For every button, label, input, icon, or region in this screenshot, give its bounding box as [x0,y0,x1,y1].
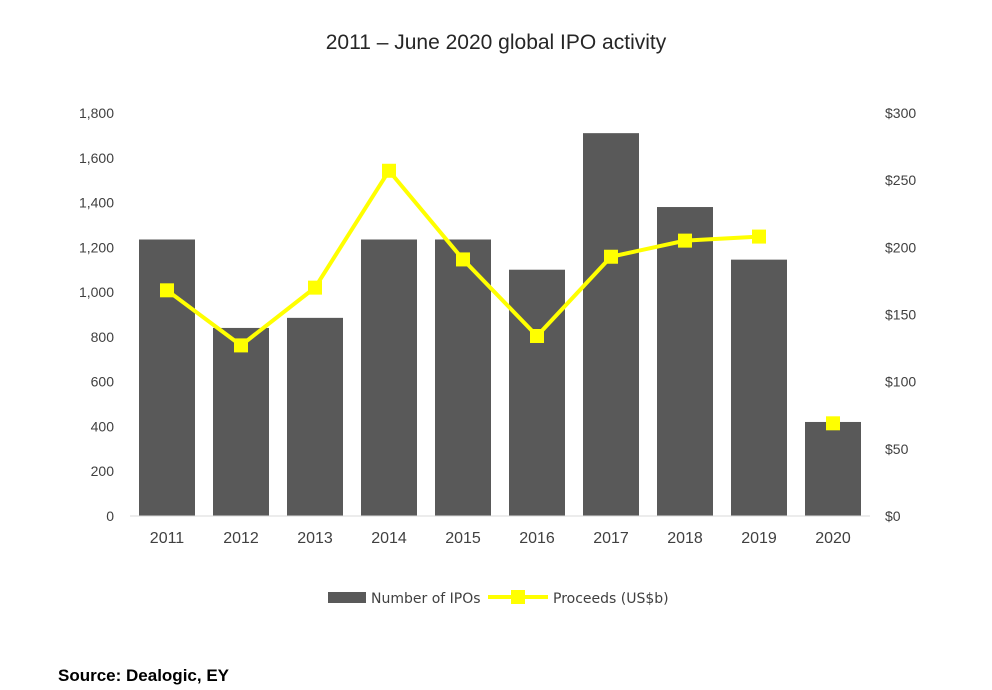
bar [213,327,269,516]
source-note: Source: Dealogic, EY [58,666,229,685]
legend-label-proceeds: Proceeds (US$b) [553,591,669,607]
x-tick-label: 2014 [371,530,407,547]
proceeds-marker [234,338,248,353]
proceeds-marker [308,280,322,295]
proceeds-marker [678,233,692,248]
bar [731,259,787,516]
bar [435,239,491,516]
bar [509,269,565,516]
line-series [160,163,840,431]
bar [657,207,713,517]
right-tick-label: $200 [885,239,916,255]
left-tick-label: 800 [91,329,115,345]
left-tick-label: 1,200 [79,239,114,255]
left-tick-label: 200 [91,463,115,479]
x-tick-label: 2013 [297,530,333,547]
left-axis: 0 200 400 600 800 1,000 1,200 1,400 1,600 1,800 [79,105,114,524]
x-tick-label: 2019 [741,530,777,547]
right-axis: $0 $50 $100 $150 $200 $250 $300 [885,105,916,524]
right-tick-label: $250 [885,172,916,188]
x-tick-label: 2016 [519,530,555,547]
legend-label-number-of-ipos: Number of IPOs [371,591,481,607]
x-tick-label: 2020 [815,530,851,547]
proceeds-marker [530,328,544,343]
proceeds-marker [604,249,618,264]
left-tick-label: 1,000 [79,284,114,300]
bar [287,317,343,516]
left-tick-label: 1,400 [79,195,114,211]
x-tick-label: 2011 [150,530,185,547]
right-tick-label: $0 [885,508,901,524]
right-tick-label: $50 [885,441,909,457]
proceeds-marker [382,163,396,178]
x-axis: 2011 2012 2013 2014 2015 2016 2017 2018 2019 2020 [150,530,851,547]
left-tick-label: 600 [91,374,115,390]
legend-swatch-proceeds-marker [511,590,525,604]
left-tick-label: 1,800 [79,105,114,121]
left-tick-label: 0 [106,508,114,524]
x-tick-label: 2017 [593,530,629,547]
x-tick-label: 2012 [223,530,259,547]
right-tick-label: $300 [885,105,916,121]
left-tick-label: 400 [91,418,115,434]
right-tick-label: $100 [885,374,916,390]
bar [583,133,639,516]
bar-series [139,133,861,517]
proceeds-marker [160,283,174,298]
bar [361,239,417,516]
proceeds-marker [456,252,470,267]
x-tick-label: 2018 [667,530,703,547]
legend: Number of IPOs Proceeds (US$b) [328,590,669,607]
bar [805,421,861,516]
left-tick-label: 1,600 [79,150,114,166]
chart-title: 2011 – June 2020 global IPO activity [326,31,667,54]
bar [139,239,195,516]
x-tick-label: 2015 [445,530,481,547]
right-tick-label: $150 [885,307,916,323]
proceeds-marker [826,416,840,431]
proceeds-marker [752,229,766,244]
legend-swatch-number-of-ipos [328,592,366,603]
